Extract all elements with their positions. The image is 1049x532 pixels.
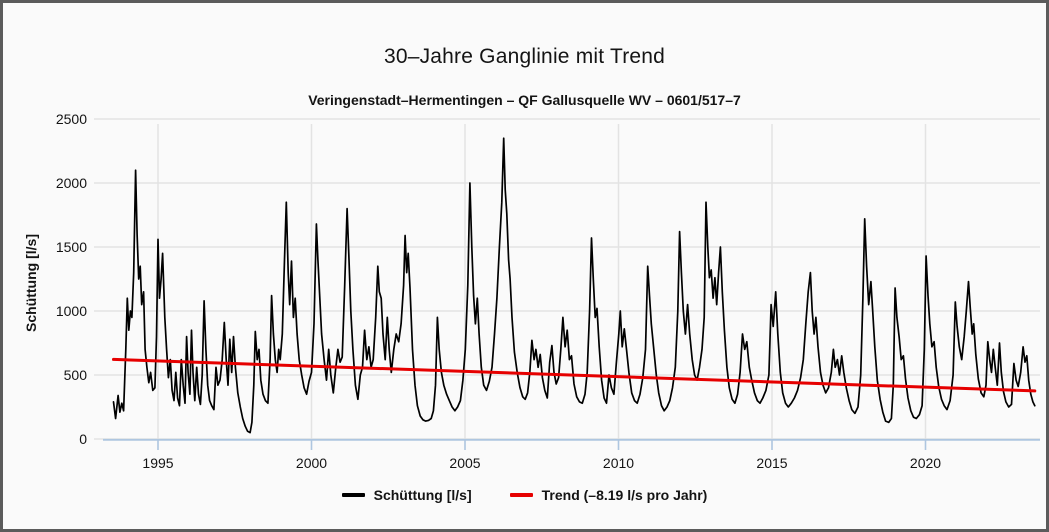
y-tick-label: 500 [64,367,88,383]
x-tick-label: 2020 [910,455,941,471]
y-tick-label: 2000 [56,175,87,191]
trend-line [112,357,1037,393]
legend-item-trend: Trend (–8.19 l/s pro Jahr) [509,487,708,503]
legend-swatch-trend-line [509,493,533,497]
chart-title: 30–Jahre Ganglinie mit Trend [383,45,666,68]
chart-canvas: 0 500 1000 1500 2000 2500 1995 2000 2005 2010 2015… [56,111,1040,471]
discharge-series-line [112,137,1036,434]
y-tick-label: 0 [79,431,87,447]
x-tick-label: 2000 [296,455,327,471]
x-tick-label: 2015 [756,455,787,471]
x-tick-label: 2005 [449,455,480,471]
legend-swatch-schuettung-line [341,493,365,497]
legend-item-schuettung: Schüttung [l/s] [341,487,472,503]
chart-legend: Schüttung [l/s] Trend (–8.19 l/s pro Jah… [3,487,1046,503]
y-tick-label: 2500 [56,111,87,127]
y-tick-label: 1500 [56,239,87,255]
chart-subtitle: Veringenstadt–Hermentingen – QF Gallusqu… [308,92,741,108]
legend-label-schuettung: Schüttung [l/s] [373,487,472,503]
x-tick-label: 1995 [142,455,173,471]
legend-label-trend: Trend (–8.19 l/s pro Jahr) [541,487,708,503]
x-tick-label: 2010 [603,455,634,471]
y-tick-label: 1000 [56,303,87,319]
